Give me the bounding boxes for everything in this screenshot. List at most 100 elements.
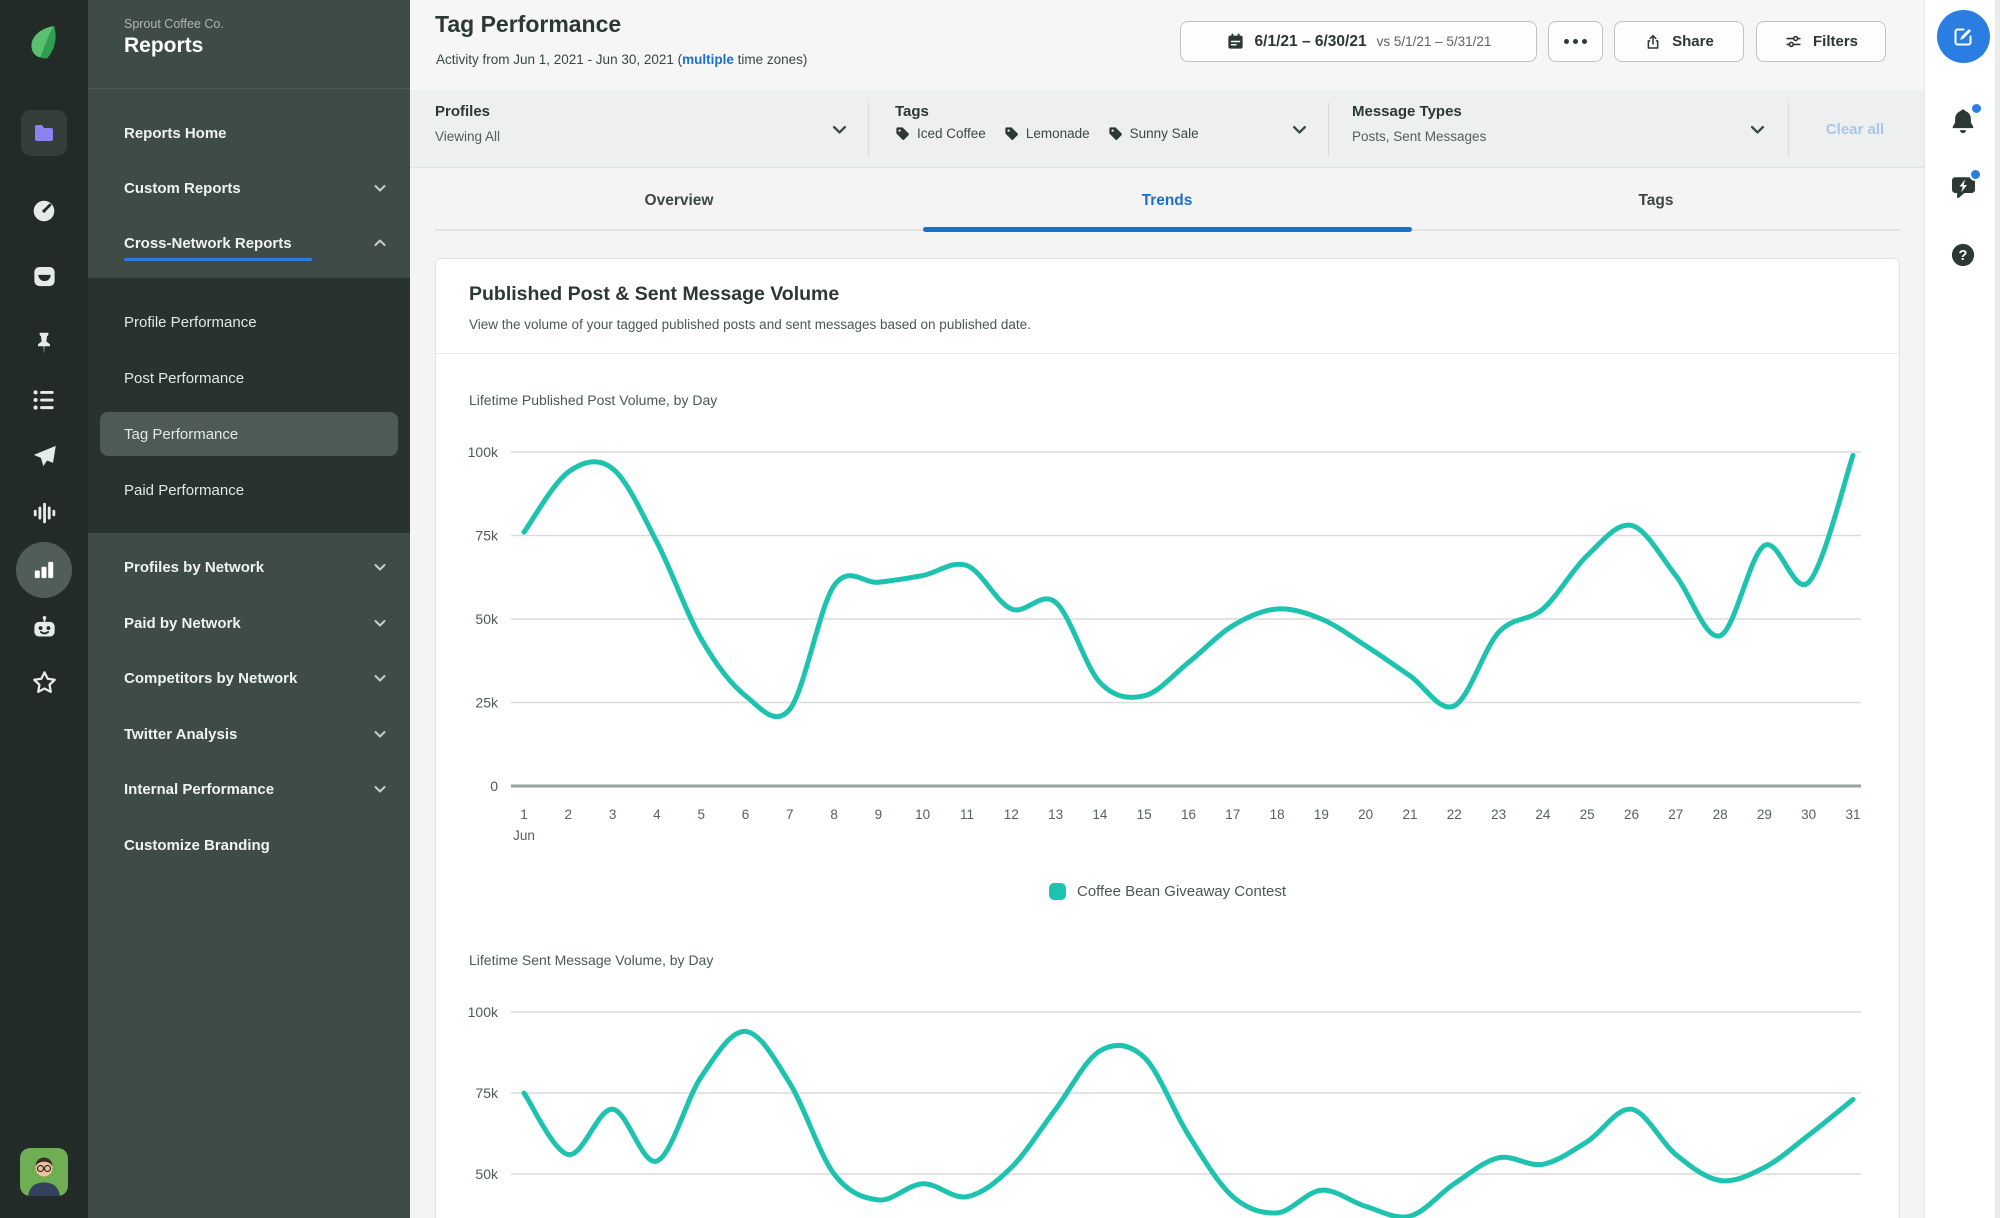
multiple-timezones-link[interactable]: multiple	[682, 52, 734, 67]
rail-item-feeds[interactable]	[0, 386, 88, 414]
sidebar-subitem-paid-performance[interactable]: Paid Performance	[88, 470, 410, 510]
filter-bar	[410, 90, 1924, 168]
avatar-illustration	[20, 1148, 68, 1196]
sidebar-item-internal-performance[interactable]: Internal Performance	[88, 769, 410, 809]
page-scrollbar[interactable]	[1995, 0, 2000, 1218]
message-types-filter-dropdown[interactable]: Message Types Posts, Sent Messages	[1328, 90, 1788, 168]
svg-text:18: 18	[1270, 807, 1285, 822]
volume-card: Published Post & Sent Message Volume Vie…	[435, 258, 1900, 1218]
rail-item-pin[interactable]	[0, 329, 88, 357]
legend-item[interactable]: Coffee Bean Giveaway Contest	[436, 883, 1899, 900]
svg-text:25: 25	[1580, 807, 1595, 822]
svg-text:27: 27	[1668, 807, 1683, 822]
svg-text:100k: 100k	[468, 444, 499, 460]
sidebar-subitem-label: Post Performance	[124, 369, 245, 387]
rail-item-inbox[interactable]	[0, 262, 88, 290]
svg-text:25k: 25k	[475, 695, 499, 711]
active-report-underline	[124, 258, 312, 261]
message-types-filter-value: Posts, Sent Messages	[1352, 129, 1487, 144]
svg-text:11: 11	[960, 807, 974, 822]
message-lightning-icon	[1951, 176, 1975, 198]
rail-item-publishing[interactable]	[0, 442, 88, 470]
svg-text:5: 5	[697, 807, 705, 822]
sidebar-subitem-post-performance[interactable]: Post Performance	[88, 358, 410, 398]
svg-text:12: 12	[1004, 807, 1019, 822]
clear-all-button[interactable]: Clear all	[1825, 120, 1885, 138]
svg-text:29: 29	[1757, 807, 1772, 822]
bell-icon	[1952, 109, 1974, 134]
sidebar-item-paid-by-network[interactable]: Paid by Network	[88, 603, 410, 643]
sidebar-item-competitors-by-network[interactable]: Competitors by Network	[88, 658, 410, 698]
tag-chip: Sunny Sale	[1108, 126, 1199, 141]
svg-text:7: 7	[786, 807, 794, 822]
rail-item-dashboard[interactable]	[0, 197, 88, 225]
sidebar-item-label: Custom Reports	[124, 179, 241, 197]
published-post-chart-title: Lifetime Published Post Volume, by Day	[469, 392, 718, 408]
sidebar-item-label: Customize Branding	[124, 836, 270, 854]
profiles-filter-dropdown[interactable]: Profiles Viewing All	[420, 90, 868, 168]
sidebar-item-label: Cross-Network Reports	[124, 234, 292, 252]
pin-icon	[38, 332, 50, 354]
svg-text:Jun: Jun	[513, 828, 535, 843]
tab-overview[interactable]: Overview	[644, 192, 714, 209]
waveform-icon	[33, 502, 56, 524]
help-icon: ?	[1951, 243, 1975, 267]
date-range-button[interactable]: 6/1/21 – 6/30/21 vs 5/1/21 – 5/31/21	[1180, 21, 1537, 62]
compose-button[interactable]	[1925, 10, 2000, 63]
more-options-button[interactable]	[1548, 21, 1603, 62]
sidebar-item-twitter-analysis[interactable]: Twitter Analysis	[88, 714, 410, 754]
tab-trends[interactable]: Trends	[1141, 192, 1193, 209]
whats-new-button[interactable]	[1925, 168, 2000, 204]
rail-item-bot[interactable]	[0, 613, 88, 641]
rail-item-listening[interactable]	[0, 499, 88, 527]
notifications-button[interactable]	[1925, 102, 2000, 138]
sidebar-item-customize-branding[interactable]: Customize Branding	[88, 825, 410, 865]
tag-chip: Lemonade	[1004, 126, 1090, 141]
folder-icon	[35, 125, 53, 141]
svg-text:30: 30	[1801, 807, 1816, 822]
sprout-leaf-icon	[31, 26, 56, 59]
sidebar-subitem-label: Paid Performance	[124, 481, 245, 499]
share-button[interactable]: Share	[1614, 21, 1744, 62]
paper-plane-icon	[33, 445, 56, 466]
help-button[interactable]: ?	[1925, 239, 2000, 271]
selected-item-highlight	[100, 412, 398, 456]
svg-text:3: 3	[609, 807, 617, 822]
svg-text:9: 9	[875, 807, 883, 822]
sprout-logo[interactable]	[0, 20, 88, 64]
folder-tile	[21, 110, 67, 156]
tag-chip: Iced Coffee	[895, 126, 986, 141]
svg-text:1: 1	[520, 807, 528, 822]
sidebar-item-profiles-by-network[interactable]: Profiles by Network	[88, 547, 410, 587]
svg-text:0: 0	[490, 778, 498, 794]
rail-item-reports[interactable]	[0, 542, 88, 598]
rail-item-folder[interactable]	[0, 110, 88, 156]
chevron-down-icon	[1290, 120, 1309, 139]
activity-text-suffix: time zones)	[733, 52, 808, 67]
sidebar-title: Reports	[124, 34, 204, 57]
svg-text:26: 26	[1624, 807, 1639, 822]
sidebar-subitem-tag-performance[interactable]: Tag Performance	[88, 414, 410, 454]
user-avatar[interactable]	[0, 1148, 88, 1196]
card-divider	[436, 353, 1899, 354]
sidebar-item-reports-home[interactable]: Reports Home	[88, 113, 410, 153]
compose-pencil-icon	[1954, 28, 1972, 45]
inbox-icon	[33, 266, 55, 286]
sidebar-subitem-profile-performance[interactable]: Profile Performance	[88, 302, 410, 342]
rail-item-reviews[interactable]	[0, 668, 88, 696]
tags-filter-dropdown[interactable]: Tags Iced Coffee Lemonade Sunny Sale	[868, 90, 1328, 168]
tab-tags[interactable]: Tags	[1638, 192, 1674, 209]
svg-text:15: 15	[1137, 807, 1152, 822]
svg-text:6: 6	[742, 807, 750, 822]
sidebar-item-label: Reports Home	[124, 124, 227, 142]
cross-network-submenu	[88, 278, 410, 533]
chevron-down-icon	[1748, 120, 1767, 139]
sidebar-item-custom-reports[interactable]: Custom Reports	[88, 168, 410, 208]
message-types-filter-label: Message Types	[1352, 103, 1462, 120]
sidebar-item-cross-network-reports[interactable]: Cross-Network Reports	[88, 223, 410, 263]
share-icon	[1647, 34, 1659, 49]
filters-button[interactable]: Filters	[1756, 21, 1886, 62]
svg-text:?: ?	[1959, 248, 1968, 264]
svg-text:75k: 75k	[475, 528, 499, 544]
